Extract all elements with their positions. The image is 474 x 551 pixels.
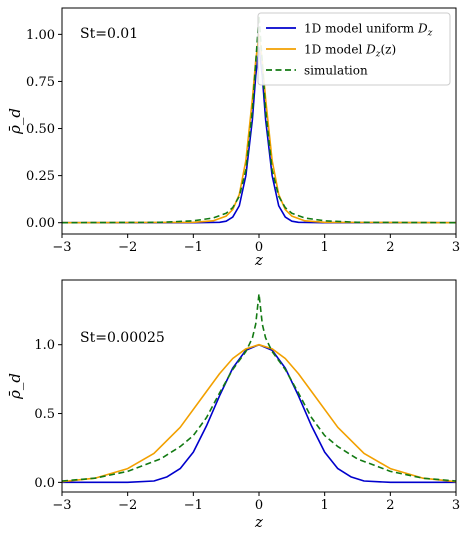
x-tick-label: −1 <box>184 240 203 255</box>
legend-label: simulation <box>304 64 368 78</box>
panel-annotation: St=0.00025 <box>80 330 165 346</box>
y-axis-label: ρ̄_d <box>6 108 24 135</box>
y-axis-label: ρ̄_d <box>6 373 24 400</box>
plot-frame <box>61 279 457 493</box>
y-tick-label: 0.00 <box>26 216 55 231</box>
chart-panel-1: −3 −2 −1 0 1 2 3 0.00 0.25 0.50 0.75 1.00 z ρ̄_d St=0.… <box>6 7 460 269</box>
y-tick-label: 0.25 <box>26 169 55 184</box>
legend-symbol: D <box>417 22 428 36</box>
y-tick-label: 1.00 <box>26 28 55 43</box>
legend-label: 1D model uniform <box>304 22 418 36</box>
legend-tail: (z) <box>380 43 396 57</box>
legend-box <box>257 12 451 86</box>
chart-panel-2: −3 −2 −1 0 1 2 3 0.0 0.5 1.0 z ρ̄_d St=0.00025 <box>6 279 460 531</box>
x-tick-label: 3 <box>452 240 460 255</box>
legend-label: 1D model <box>304 43 366 57</box>
x-tick-label: 2 <box>386 498 394 513</box>
legend-entry: 1D model Dz(z) <box>304 43 396 60</box>
x-tick-label: −2 <box>118 240 137 255</box>
legend-subscript: z <box>427 29 433 39</box>
series-line-simulation <box>61 292 457 482</box>
legend-entry: simulation <box>304 64 368 78</box>
legend-symbol: D <box>365 43 376 57</box>
series-line-1d-model-uniform-d-z <box>62 343 456 484</box>
x-tick-label: 0 <box>255 240 263 255</box>
x-axis-label: z <box>254 513 263 531</box>
legend-subscript: z <box>375 50 381 60</box>
legend-entry: 1D model uniform Dz <box>304 22 433 39</box>
x-tick-label: 3 <box>452 498 460 513</box>
x-axis-label: z <box>254 251 263 269</box>
x-tick-label: 0 <box>255 498 263 513</box>
x-tick-label: 2 <box>386 240 394 255</box>
y-tick-label: 0.50 <box>26 122 55 137</box>
x-tick-label: −2 <box>118 498 137 513</box>
panel-annotation: St=0.01 <box>80 26 138 42</box>
x-tick-label: −3 <box>52 240 71 255</box>
x-tick-label: −1 <box>184 498 203 513</box>
x-tick-label: 1 <box>321 498 329 513</box>
series-line-1d-model-d-z-z- <box>61 343 457 483</box>
y-tick-label: 1.0 <box>34 338 55 353</box>
x-tick-label: 1 <box>321 240 329 255</box>
x-tick-label: −3 <box>52 498 71 513</box>
y-tick-label: 0.75 <box>26 75 55 90</box>
y-tick-label: 0.0 <box>34 476 55 491</box>
y-tick-label: 0.5 <box>34 407 55 422</box>
